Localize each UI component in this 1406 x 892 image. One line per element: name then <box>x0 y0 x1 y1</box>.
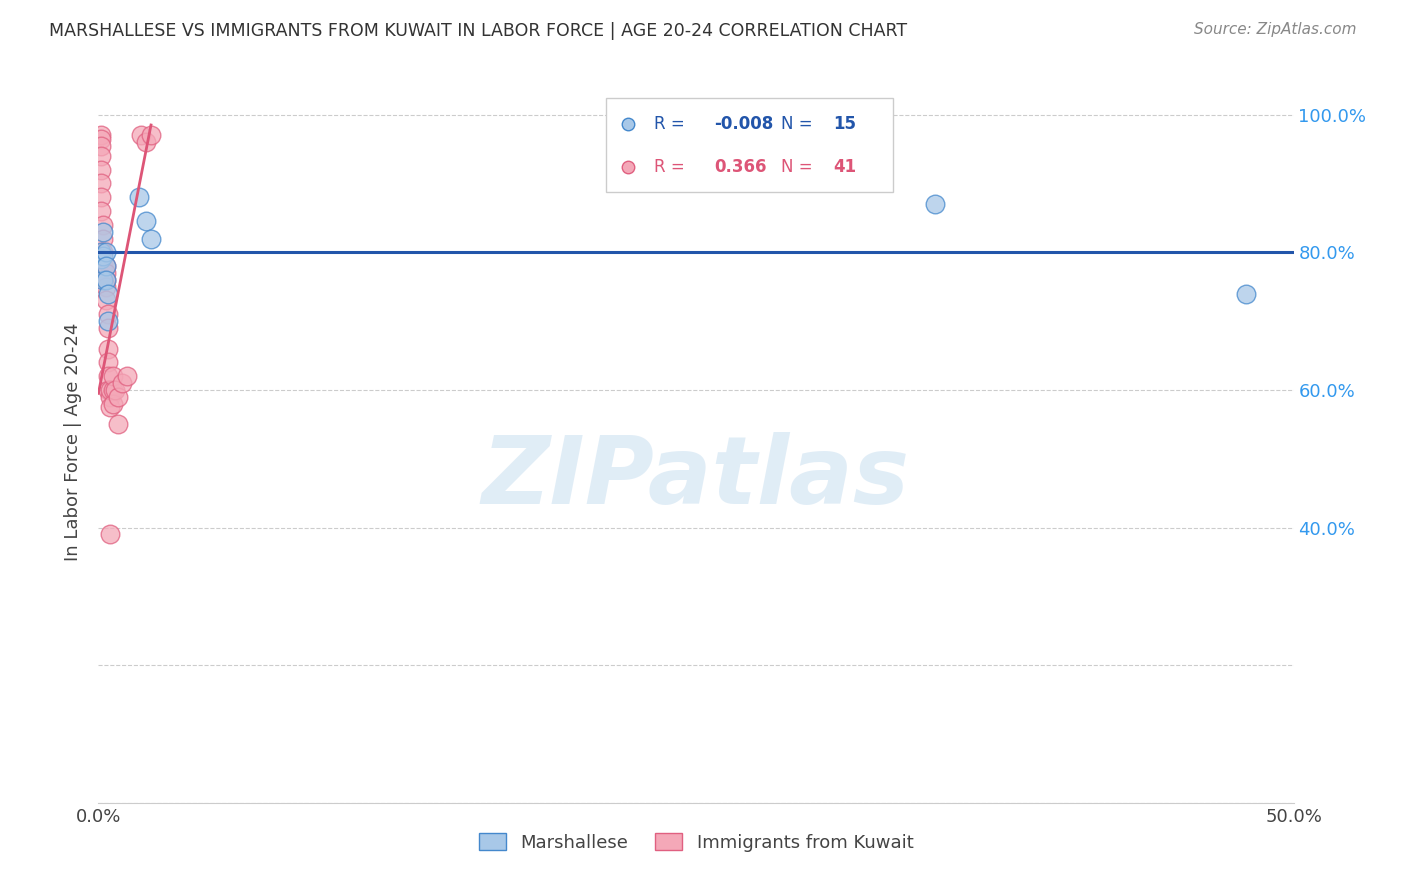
Text: MARSHALLESE VS IMMIGRANTS FROM KUWAIT IN LABOR FORCE | AGE 20-24 CORRELATION CHA: MARSHALLESE VS IMMIGRANTS FROM KUWAIT IN… <box>49 22 907 40</box>
Point <box>90 162 112 177</box>
Point <box>101 369 124 384</box>
Text: 41: 41 <box>834 158 856 176</box>
Point <box>128 190 150 204</box>
Y-axis label: In Labor Force | Age 20-24: In Labor Force | Age 20-24 <box>65 322 83 561</box>
Point <box>91 225 114 239</box>
Point <box>94 259 117 273</box>
Point <box>90 204 112 219</box>
Point <box>90 190 112 204</box>
Text: 15: 15 <box>834 115 856 133</box>
Point <box>131 128 153 143</box>
Text: -0.008: -0.008 <box>714 115 773 133</box>
Point <box>104 383 127 397</box>
Point <box>91 259 114 273</box>
Point <box>91 273 114 287</box>
Point <box>90 138 112 153</box>
Point <box>94 273 117 287</box>
Point <box>135 135 157 149</box>
Text: R =: R = <box>654 115 685 133</box>
Point <box>97 321 120 335</box>
Point <box>97 369 120 384</box>
Point <box>90 132 112 146</box>
Point <box>98 383 122 397</box>
Point <box>1234 286 1257 301</box>
FancyBboxPatch shape <box>606 98 893 193</box>
Point <box>94 266 117 280</box>
Point <box>94 293 117 308</box>
Point <box>924 197 946 211</box>
Point <box>98 527 122 541</box>
Point <box>139 128 162 143</box>
Point <box>97 307 120 321</box>
Point <box>97 286 120 301</box>
Point <box>115 369 138 384</box>
Point <box>90 245 112 260</box>
Point <box>107 390 129 404</box>
Text: 0.366: 0.366 <box>714 158 766 176</box>
Point <box>90 128 112 143</box>
Point <box>94 259 117 273</box>
Legend: Marshallese, Immigrants from Kuwait: Marshallese, Immigrants from Kuwait <box>471 826 921 859</box>
Point <box>94 273 117 287</box>
Point <box>111 376 134 390</box>
Point <box>97 355 120 369</box>
Point <box>135 214 157 228</box>
Point <box>91 245 114 260</box>
Text: R =: R = <box>654 158 685 176</box>
Point <box>91 273 114 287</box>
Point <box>107 417 129 432</box>
Text: ZIPatlas: ZIPatlas <box>482 432 910 524</box>
Text: N =: N = <box>780 158 813 176</box>
Point <box>101 397 124 411</box>
Point <box>90 177 112 191</box>
Point <box>97 342 120 356</box>
Point <box>94 279 117 293</box>
Point <box>91 252 114 267</box>
Point <box>90 252 112 267</box>
Point <box>90 149 112 163</box>
Point <box>97 383 120 397</box>
Text: Source: ZipAtlas.com: Source: ZipAtlas.com <box>1194 22 1357 37</box>
Point <box>139 231 162 245</box>
Point <box>101 383 124 397</box>
Point <box>98 400 122 414</box>
Point <box>98 390 122 404</box>
Point <box>91 249 114 263</box>
Point <box>91 218 114 232</box>
Point <box>91 231 114 245</box>
Text: N =: N = <box>780 115 813 133</box>
Point <box>91 262 114 277</box>
Point <box>97 314 120 328</box>
Point <box>94 245 117 260</box>
